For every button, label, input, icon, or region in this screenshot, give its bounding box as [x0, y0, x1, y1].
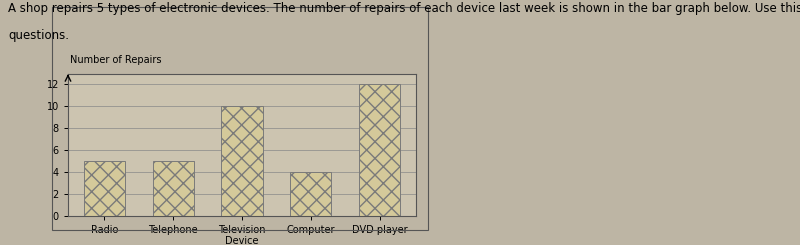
Text: questions.: questions. [8, 29, 69, 42]
Bar [222, 106, 262, 216]
Bar [290, 172, 331, 216]
Bar [84, 161, 125, 216]
Bar [359, 85, 400, 216]
Text: A shop repairs 5 types of electronic devices. The number of repairs of each devi: A shop repairs 5 types of electronic dev… [8, 2, 800, 15]
Bar [153, 161, 194, 216]
Text: Number of Repairs: Number of Repairs [70, 55, 162, 65]
